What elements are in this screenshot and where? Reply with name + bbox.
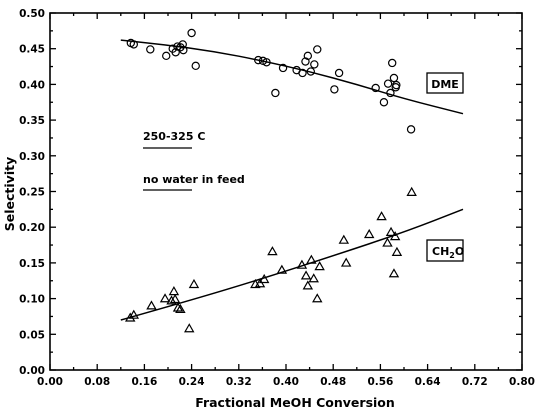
dme-point bbox=[162, 51, 171, 61]
y-tick-label: 0.20 bbox=[19, 222, 45, 234]
ch2o-label: CH2O bbox=[432, 245, 464, 260]
ch2o-point bbox=[168, 286, 180, 296]
ch2o-label-box: CH2O bbox=[426, 239, 464, 262]
ch2o-point bbox=[128, 309, 140, 319]
ch2o-point bbox=[300, 270, 312, 280]
dme-point bbox=[389, 73, 399, 83]
ch2o-point bbox=[254, 278, 266, 288]
ch2o-point bbox=[389, 231, 401, 241]
y-tick-label: 0.30 bbox=[19, 151, 45, 163]
ch2o-point bbox=[296, 259, 308, 269]
x-tick-label: 0.08 bbox=[84, 376, 110, 388]
dme-point bbox=[383, 79, 393, 88]
dme-point bbox=[303, 51, 313, 61]
x-tick-label: 0.72 bbox=[462, 376, 488, 388]
x-tick-label: 0.64 bbox=[415, 376, 441, 388]
y-tick-label: 0.15 bbox=[19, 258, 45, 270]
dme-point bbox=[334, 68, 344, 78]
x-tick-label: 0.24 bbox=[179, 376, 205, 388]
dme-point bbox=[388, 58, 397, 68]
ch2o-point bbox=[312, 293, 323, 303]
dme-point bbox=[379, 98, 389, 107]
dme-point bbox=[179, 45, 188, 55]
ch2o-point bbox=[314, 261, 325, 271]
ch2o-label-sub: 2 bbox=[449, 251, 455, 260]
dme-point bbox=[171, 48, 180, 57]
data-points bbox=[125, 28, 417, 333]
ch2o-point bbox=[166, 295, 177, 305]
ch2o-point bbox=[159, 293, 171, 303]
dme-point bbox=[313, 45, 322, 54]
dme-point bbox=[254, 55, 263, 65]
y-tick-label: 0.35 bbox=[19, 115, 45, 127]
ch2o-point bbox=[146, 300, 157, 310]
dme-point bbox=[306, 67, 315, 76]
y-axis-title: Selectivity bbox=[2, 157, 17, 231]
dme-point bbox=[278, 63, 288, 73]
dme-point bbox=[386, 88, 395, 98]
ch2o-point bbox=[391, 246, 403, 256]
dme-point bbox=[301, 57, 310, 66]
dme-label: DME bbox=[431, 78, 459, 91]
x-tick-label: 0.80 bbox=[509, 376, 535, 388]
dme-point bbox=[178, 40, 187, 49]
dme-point bbox=[129, 40, 138, 49]
ch2o-point bbox=[385, 226, 397, 236]
ch2o-point bbox=[406, 186, 417, 196]
ch2o-point bbox=[125, 312, 136, 322]
ch2o-point bbox=[276, 264, 288, 274]
ch2o-label-end: O bbox=[455, 245, 464, 258]
dme-point bbox=[191, 61, 200, 71]
dme-point bbox=[392, 80, 401, 90]
y-tick-label: 0.00 bbox=[19, 365, 45, 377]
ch2o-point bbox=[184, 323, 195, 333]
ch2o-point bbox=[308, 273, 319, 283]
dme-point bbox=[262, 58, 271, 67]
dme-point bbox=[187, 28, 196, 38]
ch2o-point bbox=[338, 234, 350, 244]
ch2o-point bbox=[175, 303, 186, 314]
x-tick-label: 0.32 bbox=[226, 376, 252, 388]
ch2o-point bbox=[169, 293, 181, 304]
annotation-temperature: 250-325 C bbox=[143, 130, 205, 143]
ch2o-point bbox=[258, 273, 270, 284]
annotation-no-water: no water in feed bbox=[143, 173, 245, 186]
y-tick-label: 0.05 bbox=[19, 329, 45, 341]
ch2o-point bbox=[376, 211, 387, 221]
ch2o-point bbox=[306, 254, 317, 264]
dme-point bbox=[371, 83, 380, 93]
dme-point bbox=[298, 68, 307, 78]
dme-point bbox=[330, 85, 339, 94]
x-tick-label: 0.40 bbox=[273, 376, 299, 388]
x-tick-label: 0.48 bbox=[320, 376, 346, 388]
x-tick-label: 0.00 bbox=[37, 376, 63, 388]
dme-label-box: DME bbox=[426, 72, 464, 94]
ch2o-point bbox=[188, 278, 200, 289]
ch2o-point bbox=[382, 237, 393, 247]
tick-marks: 0.00 0.08 0.16 0.24 0.32 0.40 0.48 0.56 0.64 0.72… bbox=[19, 8, 535, 388]
dme-point bbox=[271, 88, 280, 98]
y-tick-label: 0.40 bbox=[19, 79, 45, 91]
dme-point bbox=[406, 125, 416, 134]
ch2o-label-main: CH bbox=[432, 245, 449, 258]
y-tick-label: 0.50 bbox=[19, 8, 45, 20]
ch2o-point bbox=[172, 302, 184, 312]
ch2o-point bbox=[302, 280, 314, 290]
ch2o-point bbox=[363, 228, 375, 239]
x-tick-label: 0.16 bbox=[131, 376, 157, 388]
dme-point bbox=[146, 45, 155, 54]
y-tick-label: 0.45 bbox=[19, 44, 45, 56]
x-tick-label: 0.56 bbox=[367, 376, 393, 388]
dme-point bbox=[310, 60, 319, 69]
ch2o-point bbox=[267, 246, 278, 256]
ch2o-point bbox=[388, 268, 400, 278]
x-axis-title: Fractional MeOH Conversion bbox=[195, 395, 395, 410]
y-tick-label: 0.10 bbox=[19, 294, 45, 306]
y-tick-label: 0.25 bbox=[19, 187, 45, 199]
ch2o-point bbox=[340, 257, 352, 267]
